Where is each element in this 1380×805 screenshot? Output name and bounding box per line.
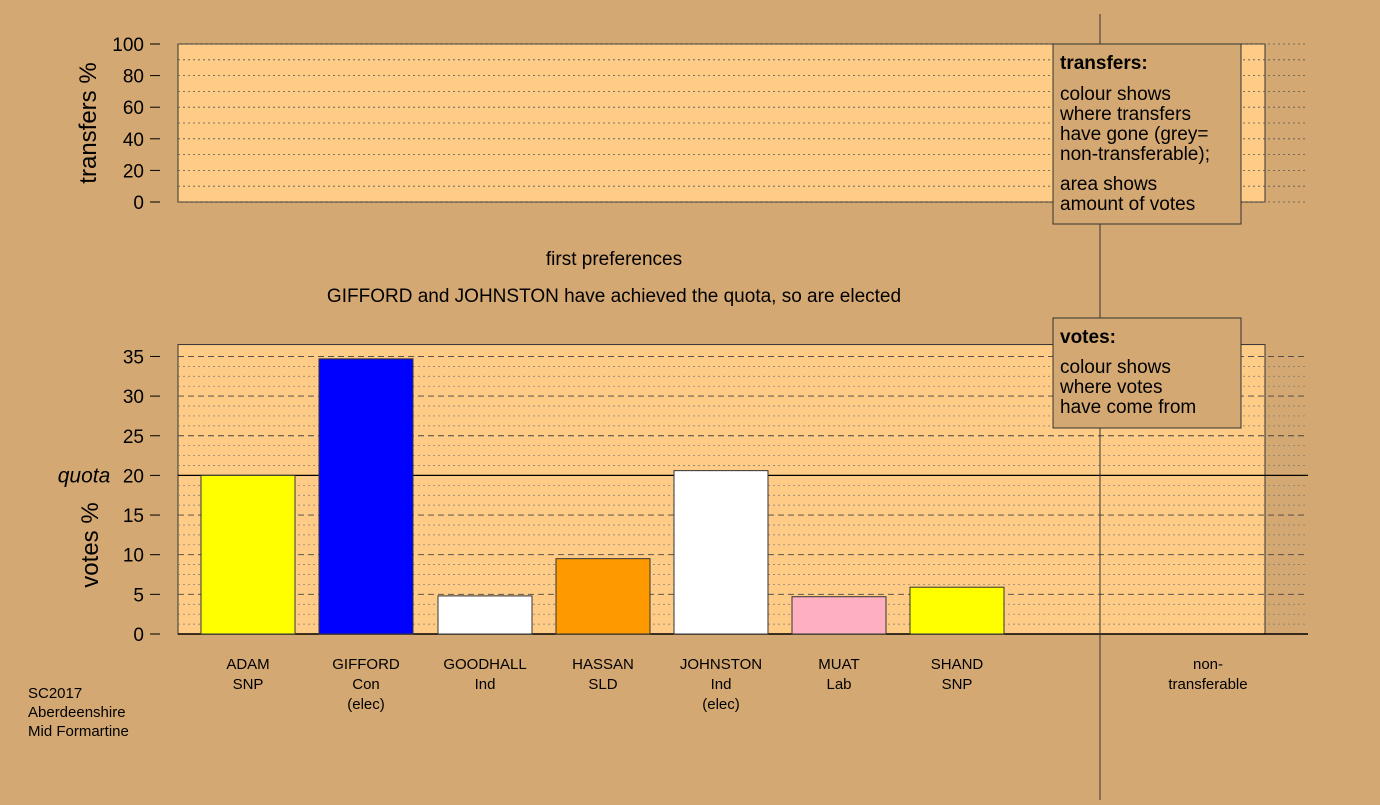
category-label: MUAT — [818, 656, 859, 673]
footer-text: SC2017 — [28, 685, 82, 702]
category-label: GIFFORD — [332, 656, 400, 673]
transfers-legend-text: where transfers — [1059, 104, 1191, 125]
bar — [200, 474, 296, 635]
transfers-tick-label: 0 — [133, 193, 144, 214]
votes-tick-label: 20 — [123, 466, 144, 487]
category-label: transferable — [1168, 676, 1247, 693]
votes-tick-label: 30 — [123, 387, 144, 408]
transfers-legend-text: non-transferable); — [1060, 144, 1210, 165]
bar — [437, 595, 533, 635]
bar — [909, 586, 1005, 635]
category-label: Lab — [826, 676, 851, 693]
transfers-tick-label: 20 — [123, 161, 144, 182]
category-label: non- — [1193, 656, 1223, 673]
category-label: (elec) — [702, 696, 740, 713]
category-label: SLD — [588, 676, 617, 693]
transfers-legend-title: transfers: — [1060, 53, 1148, 74]
transfers-legend-text: amount of votes — [1060, 194, 1195, 215]
transfers-tick-label: 100 — [112, 35, 144, 56]
category-label: Ind — [475, 676, 496, 693]
transfers-tick-label: 40 — [123, 130, 144, 151]
transfers-tick-label: 60 — [123, 98, 144, 119]
status-heading: GIFFORD and JOHNSTON have achieved the q… — [327, 286, 901, 307]
category-label: ADAM — [226, 656, 269, 673]
votes-legend-box — [1052, 317, 1242, 429]
votes-tick-label: 15 — [123, 506, 144, 527]
quota-label: quota — [58, 464, 111, 487]
category-label: SNP — [233, 676, 264, 693]
category-label: SNP — [942, 676, 973, 693]
bar — [555, 558, 651, 635]
votes-tick-label: 5 — [133, 585, 144, 606]
category-label: JOHNSTON — [680, 656, 762, 673]
votes-tick-label: 25 — [123, 427, 144, 448]
votes-legend-text: have come from — [1060, 397, 1196, 418]
bar — [791, 596, 887, 635]
category-label: Con — [352, 676, 380, 693]
votes-tick-label: 10 — [123, 546, 144, 567]
transfers-legend-text: area shows — [1060, 174, 1157, 195]
transfers-legend-text: colour shows — [1060, 84, 1171, 105]
footer-text: Aberdeenshire — [28, 704, 126, 721]
category-label: (elec) — [347, 696, 385, 713]
votes-tick-label: 0 — [133, 625, 144, 646]
transfers-y-axis-label: transfers % — [75, 62, 102, 183]
round-heading: first preferences — [546, 249, 682, 270]
category-label: HASSAN — [572, 656, 634, 673]
votes-legend-text: colour shows — [1060, 357, 1171, 378]
category-label: Ind — [711, 676, 732, 693]
transfers-legend-text: have gone (grey= — [1060, 124, 1208, 145]
transfers-legend-box — [1052, 43, 1242, 225]
votes-legend-title: votes: — [1060, 327, 1116, 348]
footer-text: Mid Formartine — [28, 723, 129, 740]
bar — [673, 470, 769, 635]
votes-tick-label: 35 — [123, 347, 144, 368]
bar — [318, 358, 414, 635]
category-label: GOODHALL — [443, 656, 526, 673]
votes-legend-text: where votes — [1059, 377, 1162, 398]
category-label: SHAND — [931, 656, 984, 673]
votes-y-axis-label: votes % — [77, 502, 104, 587]
transfers-tick-label: 80 — [123, 67, 144, 88]
